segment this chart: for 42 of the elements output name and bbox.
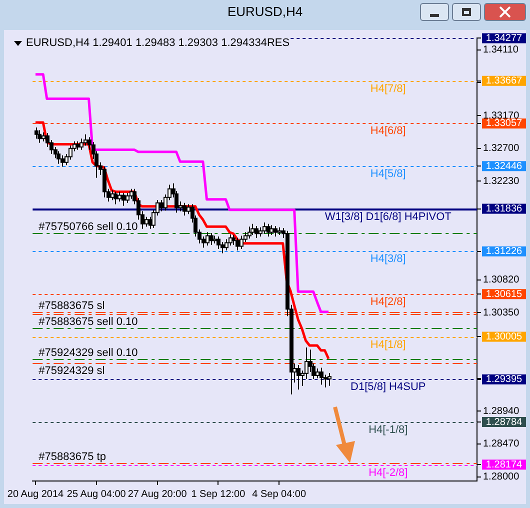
y-tick-label: 1.33667 — [486, 76, 523, 87]
ref-line-label: H4[1/8] — [370, 339, 406, 352]
x-tick-label: 27 Aug 20:00 — [128, 488, 188, 500]
y-tick-label: 1.28940 — [483, 406, 520, 417]
chart-title: EURUSD,H4 — [226, 3, 304, 21]
y-tick-label: 1.31836 — [486, 204, 523, 215]
ref-line-label: H4[-2/8] — [368, 467, 408, 480]
ref-line-label: #75924329 sell 0.10 — [38, 347, 138, 360]
y-tick-label: 1.32700 — [483, 143, 520, 154]
ref-line-label: #75750766 sell 0.10 — [38, 221, 138, 234]
y-tick-label: 1.32446 — [486, 160, 523, 172]
y-tick-label: 1.29395 — [486, 374, 523, 386]
y-tick-label: 1.30820 — [483, 274, 520, 286]
x-tick-label: 25 Aug 04:00 — [66, 488, 126, 500]
y-tick-label: 1.28174 — [486, 459, 523, 470]
chart-subtitle: EURUSD,H4 1.29401 1.29483 1.29303 1.294334RES — [26, 37, 290, 49]
y-tick-label: 1.28000 — [483, 472, 520, 483]
ref-line-label: #75883675 sl — [38, 300, 105, 312]
ref-line-label: H4[-1/8] — [368, 424, 408, 436]
y-tick-label: 1.31226 — [486, 246, 523, 258]
ref-line-label: #75924329 sl — [38, 365, 105, 378]
y-tick-label: 1.30350 — [483, 307, 520, 318]
ref-line-label: H4[2/8] — [370, 296, 406, 308]
ref-line-label: W1[3/8] D1[6/8] H4PIVOT — [324, 211, 452, 224]
x-tick-label: 20 Aug 2014 — [7, 488, 64, 500]
ref-line-label: H4[3/8] — [370, 253, 406, 266]
y-tick-label: 1.33057 — [486, 118, 523, 130]
y-tick-label: 1.34110 — [483, 44, 519, 56]
ref-line-label: H4[7/8] — [370, 83, 406, 96]
y-tick-label: 1.30615 — [486, 288, 523, 300]
ref-line-label: H4[5/8] — [370, 168, 406, 180]
x-tick-label: 4 Sep 04:00 — [252, 488, 306, 500]
y-tick-label: 1.30005 — [486, 331, 523, 342]
ref-line-label: #75883675 sell 0.10 — [38, 316, 138, 328]
y-tick-label: 1.28784 — [486, 416, 523, 428]
ref-line-label: #75883675 tp — [38, 451, 106, 464]
x-tick-label: 1 Sep 12:00 — [191, 488, 246, 500]
ref-line-label: D1[5/8] H4SUP — [350, 381, 426, 394]
y-tick-label: 1.32230 — [483, 176, 520, 187]
y-tick-label: 1.28470 — [483, 438, 520, 450]
ref-line-label: H4[6/8] — [370, 125, 406, 138]
y-tick-label: 1.34277 — [486, 32, 523, 44]
